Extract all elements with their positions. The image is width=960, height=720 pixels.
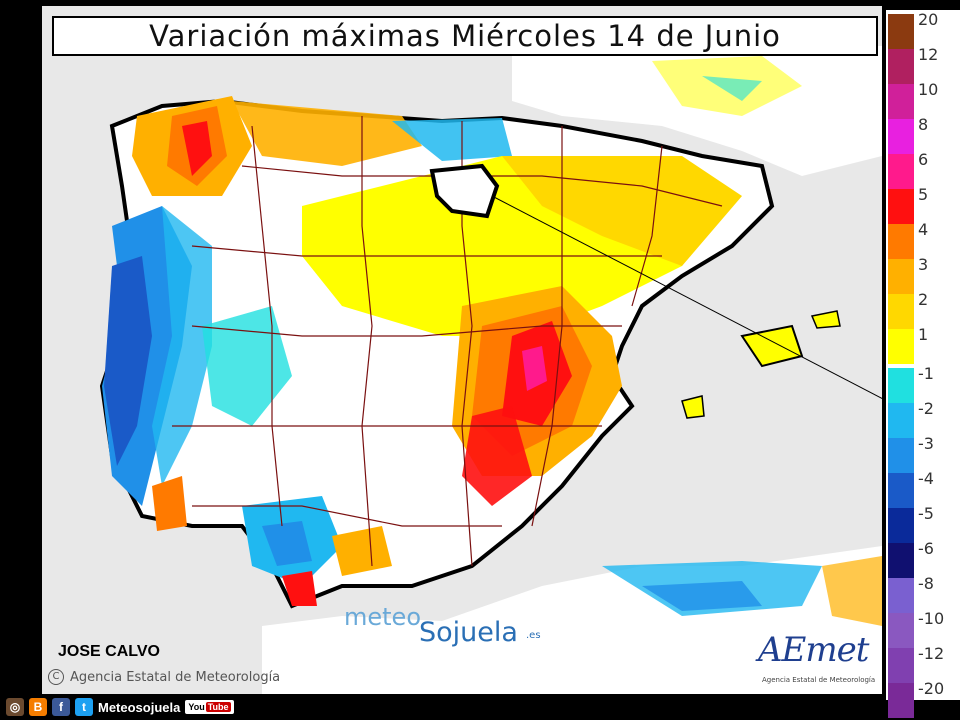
legend-label: -8 [918,574,934,593]
legend-swatch [888,14,914,49]
watermark-sojuela: Sojuela [419,617,518,648]
meteosojuela-watermark: meteo Sojuela .es [344,603,541,648]
legend-label: 6 [918,150,929,169]
legend-swatch [888,329,914,364]
social-bar: ◎ B f t Meteosojuela You Tube [0,694,260,720]
legend-swatch [888,683,914,718]
legend-swatch [888,84,914,119]
youtube-tube: Tube [205,702,231,712]
agency-name: Agencia Estatal de Meteorología [70,669,281,685]
legend-swatch [888,224,914,259]
copyright-icon: C [48,669,64,685]
legend-label: -6 [918,539,934,558]
iberia-map [42,6,882,694]
aemet-logo: AEmet Agencia Estatal de Meteorología [752,630,878,690]
legend-label: -5 [918,504,934,523]
legend-swatch [888,473,914,508]
legend-swatch [888,543,914,578]
legend-swatch [888,613,914,648]
facebook-icon[interactable]: f [52,698,70,716]
legend-label: 3 [918,255,929,274]
social-brand: Meteosojuela [98,699,181,715]
legend-label: 1 [918,325,929,344]
blogger-icon[interactable]: B [29,698,47,716]
agency-credit: C Agencia Estatal de Meteorología [48,669,280,685]
legend-label: -20 [918,679,945,698]
legend-swatch [888,403,914,438]
map-panel [42,6,882,694]
legend-label: 2 [918,290,929,309]
legend-label: -1 [918,364,934,383]
legend-swatch [888,294,914,329]
twitter-icon[interactable]: t [75,698,93,716]
legend-label: -3 [918,434,934,453]
legend-swatch [888,49,914,84]
legend-swatch [888,259,914,294]
legend-swatch [888,508,914,543]
color-legend: 20 12 10 8 6 5 4 3 2 1 -1 -2 -3 -4 -5 -6 -8 -10 -12 -20 [886,10,960,718]
legend-swatch [888,119,914,154]
legend-swatch [888,154,914,189]
legend-label: 5 [918,185,929,204]
instagram-icon[interactable]: ◎ [6,698,24,716]
legend-label: -10 [918,609,945,628]
legend-label: 8 [918,115,929,134]
legend-swatch [888,189,914,224]
map-title: Variación máximas Miércoles 14 de Junio [52,16,878,56]
legend-label: 20 [918,10,939,29]
legend-label: 12 [918,45,939,64]
legend-label: 4 [918,220,929,239]
legend-swatch [888,368,914,403]
legend-swatch [888,578,914,613]
legend-swatch [888,438,914,473]
watermark-tld: .es [526,630,541,641]
youtube-icon[interactable]: You Tube [185,700,234,714]
author-label: JOSE CALVO [58,643,160,660]
legend-label: -12 [918,644,945,663]
legend-label: 10 [918,80,939,99]
legend-swatch [888,648,914,683]
legend-label: -4 [918,469,934,488]
legend-label: -2 [918,399,934,418]
aemet-logo-subtitle: Agencia Estatal de Meteorología [762,676,876,684]
aemet-logo-text: AEmet [758,630,869,670]
watermark-meteo: meteo [344,603,422,631]
youtube-you: You [188,702,205,712]
